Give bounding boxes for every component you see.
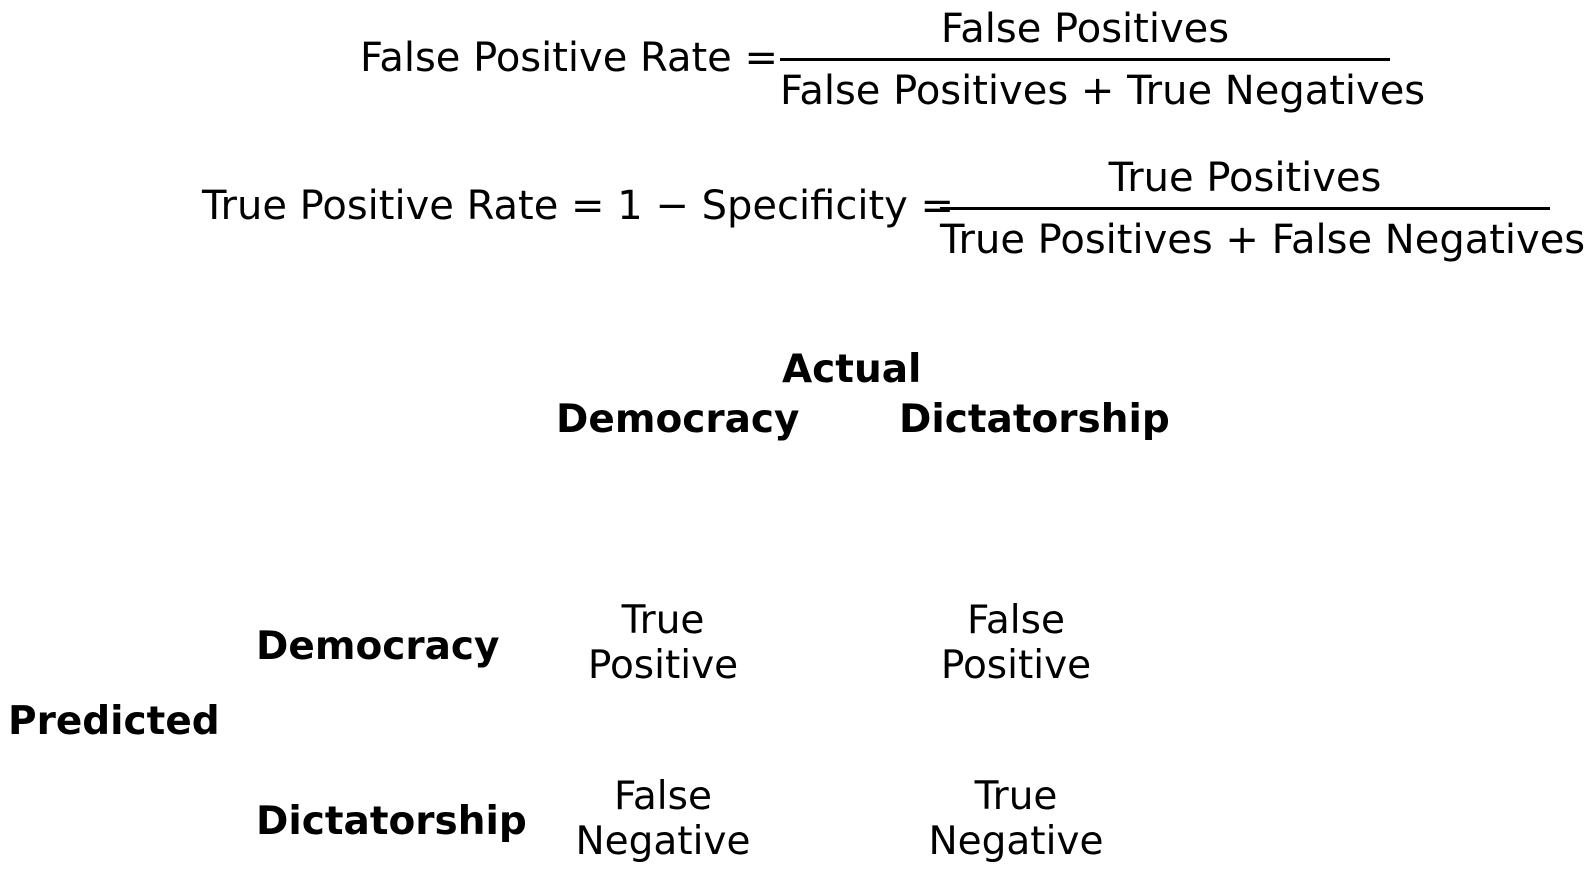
fpr-denominator: False Positives + True Negatives bbox=[780, 68, 1426, 114]
predicted-header: Predicted bbox=[8, 699, 220, 744]
row-header-dictatorship: Dictatorship bbox=[256, 799, 527, 844]
fpr-fraction-bar bbox=[780, 58, 1390, 61]
cell-line: True bbox=[621, 598, 705, 643]
cell-line: Positive bbox=[587, 643, 739, 688]
cell-line: False bbox=[614, 774, 712, 819]
cell-true-negative: True Negative bbox=[916, 774, 1116, 864]
fpr-fraction: False Positives False Positives + True N… bbox=[780, 6, 1426, 114]
column-header-democracy: Democracy bbox=[556, 397, 800, 442]
cell-line: False bbox=[967, 598, 1065, 643]
cell-line: True bbox=[974, 774, 1058, 819]
tpr-lhs: True Positive Rate = 1 − Specificity = bbox=[202, 183, 955, 229]
tpr-numerator: True Positives bbox=[1108, 155, 1382, 201]
fpr-numerator: False Positives bbox=[940, 6, 1230, 52]
cell-line: Negative bbox=[928, 819, 1104, 864]
cell-line: Negative bbox=[575, 819, 751, 864]
actual-header: Actual bbox=[782, 347, 922, 392]
cell-line: Positive bbox=[940, 643, 1092, 688]
cell-false-positive: False Positive bbox=[916, 598, 1116, 688]
fpr-lhs: False Positive Rate = bbox=[360, 35, 778, 81]
column-header-dictatorship: Dictatorship bbox=[899, 397, 1170, 442]
tpr-fraction: True Positives True Positives + False Ne… bbox=[940, 155, 1586, 263]
tpr-denominator: True Positives + False Negatives bbox=[940, 217, 1586, 263]
cell-true-positive: True Positive bbox=[563, 598, 763, 688]
tpr-fraction-bar bbox=[940, 207, 1550, 210]
cell-false-negative: False Negative bbox=[563, 774, 763, 864]
row-header-democracy: Democracy bbox=[256, 624, 500, 669]
